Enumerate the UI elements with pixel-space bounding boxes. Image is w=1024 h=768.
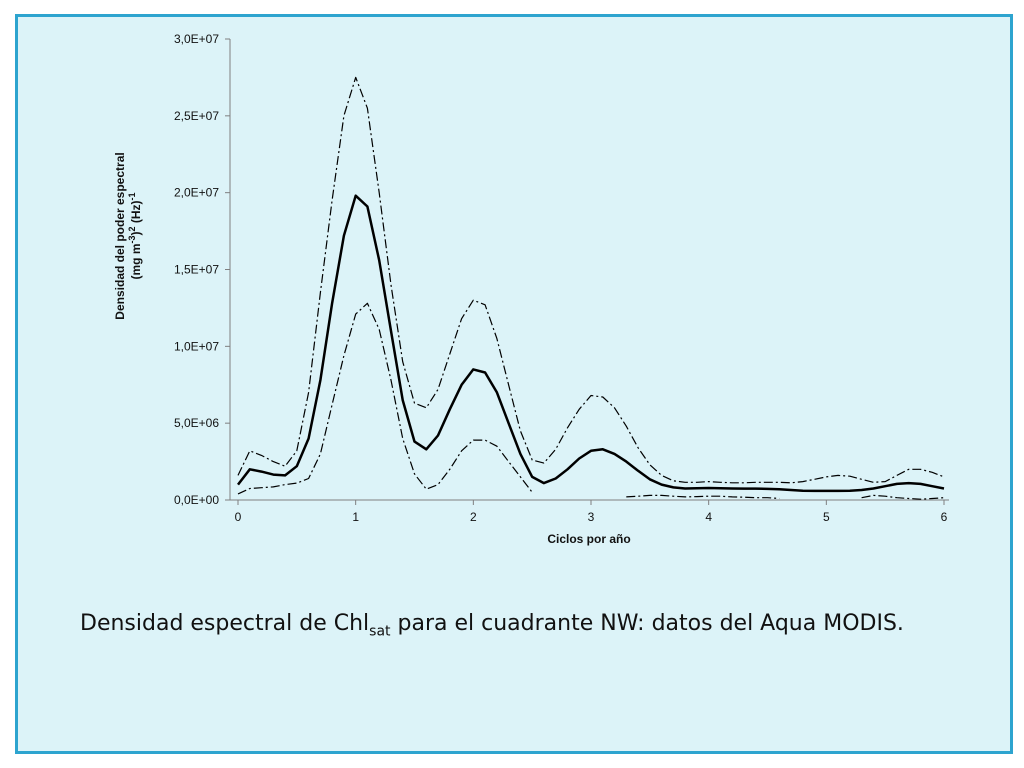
y-tick-label: 3,0E+07 bbox=[174, 32, 219, 46]
series-upper-bound-line bbox=[237, 76, 945, 484]
slide-background: 0,0E+00 5,0E+06 1,0E+07 1,5E+07 2,0E+07 2,5E+… bbox=[15, 14, 1013, 754]
caption-prefix: Densidad espectral de Chl bbox=[80, 611, 370, 636]
y-axis-ticks: 0,0E+00 5,0E+06 1,0E+07 1,5E+07 2,0E+07 2,5E+… bbox=[174, 32, 230, 507]
y-tick-label: 1,0E+07 bbox=[174, 339, 219, 353]
data-series bbox=[237, 76, 945, 500]
x-tick-label: 0 bbox=[235, 510, 242, 524]
x-tick-label: 6 bbox=[941, 510, 948, 524]
y-tick-label: 1,5E+07 bbox=[174, 263, 219, 277]
x-axis-title: Ciclos por año bbox=[547, 532, 630, 546]
series-lower-bound-line bbox=[237, 302, 945, 500]
x-axis-ticks: 0 1 2 3 4 5 6 bbox=[235, 500, 948, 524]
x-tick-label: 5 bbox=[823, 510, 830, 524]
y-tick-label: 2,5E+07 bbox=[174, 109, 219, 123]
y-axis-title-line2: (mg m-3)2 (Hz)-1 bbox=[127, 192, 143, 279]
caption-suffix: para el cuadrante NW: datos del Aqua MOD… bbox=[390, 611, 904, 636]
spectral-density-chart: 0,0E+00 5,0E+06 1,0E+07 1,5E+07 2,0E+07 2,5E+… bbox=[113, 32, 949, 546]
slide-caption: Densidad espectral de Chlsat para el cua… bbox=[80, 611, 904, 639]
y-tick-label: 5,0E+06 bbox=[174, 416, 219, 430]
series-mean-line bbox=[237, 194, 945, 493]
x-tick-label: 2 bbox=[470, 510, 477, 524]
x-tick-label: 1 bbox=[352, 510, 359, 524]
y-axis-title: Densidad del poder espectral (mg m-3)2 (… bbox=[113, 152, 143, 319]
x-tick-label: 4 bbox=[705, 510, 712, 524]
x-tick-label: 3 bbox=[588, 510, 595, 524]
y-tick-label: 0,0E+00 bbox=[174, 493, 219, 507]
caption-subscript: sat bbox=[369, 623, 391, 640]
y-tick-label: 2,0E+07 bbox=[174, 186, 219, 200]
y-axis-title-line1: Densidad del poder espectral bbox=[113, 152, 127, 319]
